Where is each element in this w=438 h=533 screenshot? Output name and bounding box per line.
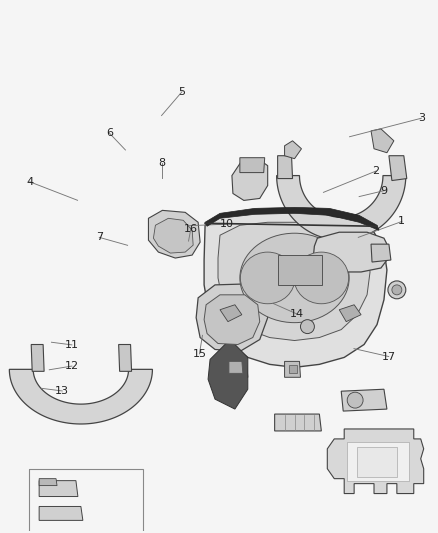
Polygon shape	[339, 305, 361, 321]
Polygon shape	[327, 429, 424, 494]
Circle shape	[347, 392, 363, 408]
Polygon shape	[204, 211, 387, 367]
Polygon shape	[371, 129, 394, 153]
Polygon shape	[148, 211, 200, 258]
Polygon shape	[285, 141, 301, 159]
Ellipse shape	[240, 252, 295, 304]
Text: 2: 2	[372, 166, 379, 176]
Text: 15: 15	[192, 349, 206, 359]
Polygon shape	[119, 344, 131, 372]
Polygon shape	[229, 361, 243, 373]
Text: 6: 6	[106, 128, 113, 138]
Text: 17: 17	[381, 352, 396, 361]
Polygon shape	[240, 158, 265, 173]
Polygon shape	[275, 414, 321, 431]
Circle shape	[300, 320, 314, 334]
Ellipse shape	[240, 233, 349, 322]
Polygon shape	[39, 506, 83, 520]
Ellipse shape	[294, 252, 349, 304]
Text: 5: 5	[179, 87, 186, 96]
Circle shape	[388, 281, 406, 299]
Circle shape	[392, 285, 402, 295]
Text: 9: 9	[380, 186, 387, 196]
Bar	[278, 255, 322, 285]
Polygon shape	[220, 305, 242, 321]
Bar	[29, 469, 144, 533]
Text: 16: 16	[184, 224, 198, 235]
Text: 1: 1	[398, 216, 405, 227]
Polygon shape	[341, 389, 387, 411]
Polygon shape	[347, 442, 409, 481]
Polygon shape	[371, 244, 391, 262]
Polygon shape	[205, 207, 379, 230]
Text: 13: 13	[55, 386, 69, 396]
Polygon shape	[153, 219, 193, 253]
Polygon shape	[208, 340, 248, 409]
Polygon shape	[232, 159, 268, 200]
Polygon shape	[39, 481, 78, 497]
Polygon shape	[277, 175, 406, 240]
Polygon shape	[9, 369, 152, 424]
Polygon shape	[39, 479, 57, 486]
Polygon shape	[204, 295, 260, 344]
Text: 4: 4	[26, 177, 33, 187]
Text: 10: 10	[220, 219, 234, 229]
Text: 14: 14	[290, 309, 304, 319]
Polygon shape	[224, 357, 248, 377]
Polygon shape	[289, 365, 297, 373]
Polygon shape	[389, 156, 407, 181]
Text: 11: 11	[65, 340, 79, 350]
Polygon shape	[278, 156, 293, 179]
Polygon shape	[285, 361, 300, 377]
Polygon shape	[31, 344, 44, 372]
Polygon shape	[357, 447, 397, 477]
Text: 8: 8	[158, 158, 165, 168]
Polygon shape	[314, 232, 389, 272]
Polygon shape	[196, 284, 268, 351]
Text: 7: 7	[96, 232, 103, 243]
Polygon shape	[218, 222, 370, 341]
Text: 3: 3	[418, 113, 425, 123]
Text: 12: 12	[65, 361, 79, 371]
